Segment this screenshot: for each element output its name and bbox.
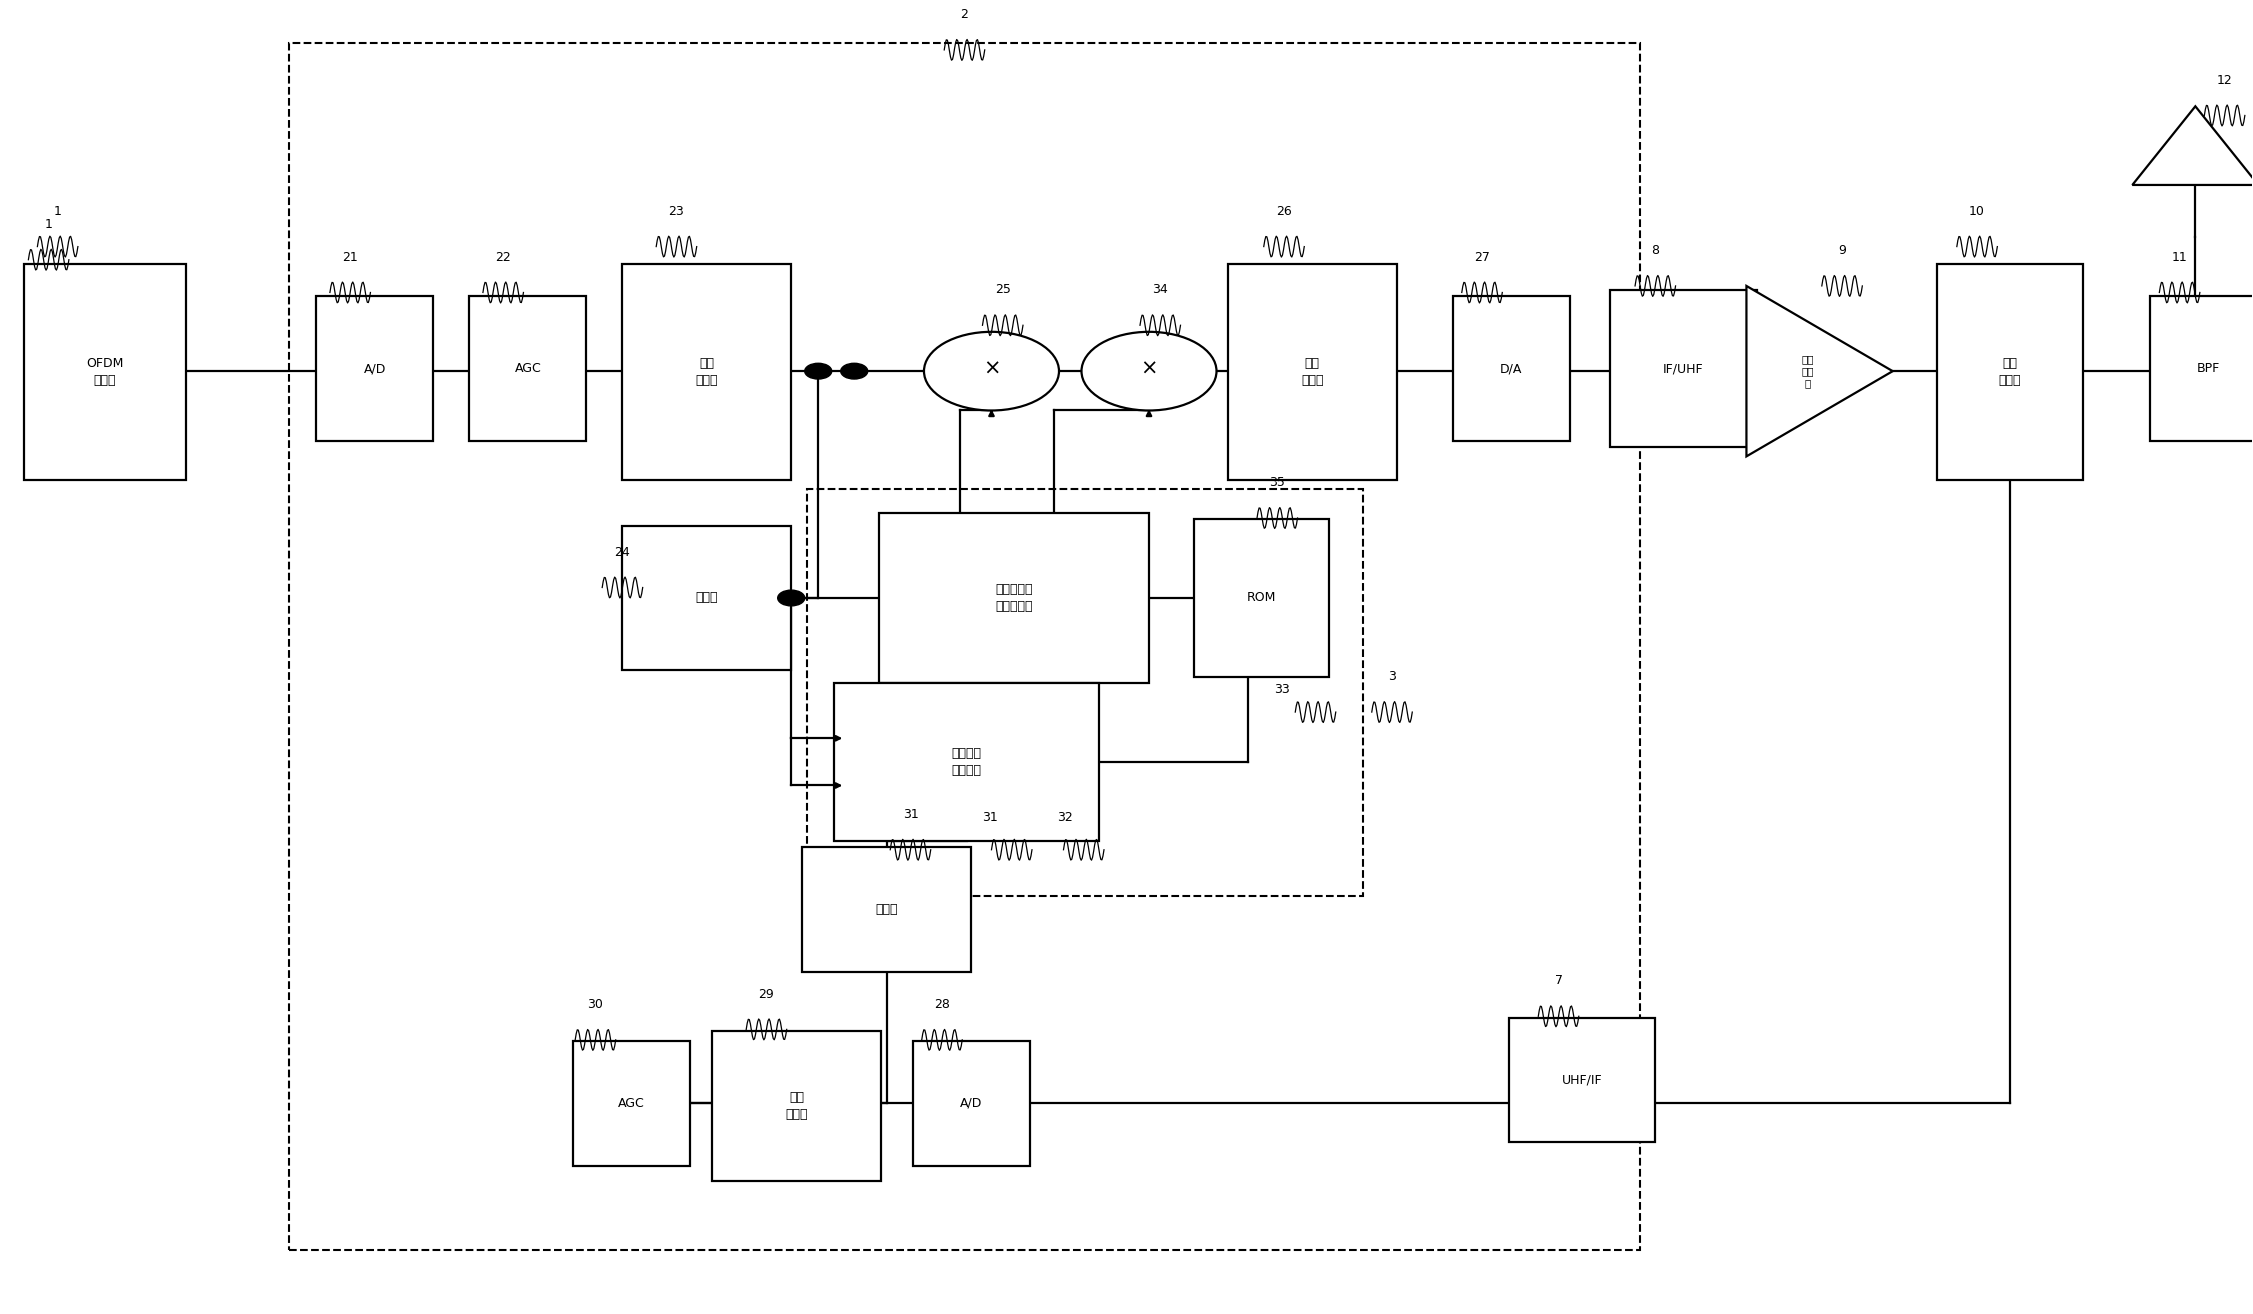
Text: 32: 32 — [1057, 811, 1072, 824]
Text: 正交
调制器: 正交 调制器 — [1300, 357, 1323, 386]
Bar — [469, 297, 586, 440]
Text: 相位器: 相位器 — [876, 903, 899, 916]
Polygon shape — [1746, 286, 1893, 456]
Text: BPF: BPF — [2197, 363, 2221, 374]
Text: 7: 7 — [1555, 975, 1564, 987]
Bar — [1194, 519, 1329, 677]
Text: 9: 9 — [1838, 244, 1845, 258]
Text: 延迟器: 延迟器 — [696, 591, 719, 604]
Text: 定向
耦合器: 定向 耦合器 — [1998, 357, 2021, 386]
Text: A/D: A/D — [960, 1097, 982, 1110]
Text: 23: 23 — [669, 205, 685, 218]
Circle shape — [1081, 332, 1217, 410]
Bar — [802, 848, 971, 971]
Bar — [912, 1041, 1030, 1166]
Text: 25: 25 — [996, 284, 1012, 297]
Text: ROM: ROM — [1246, 591, 1275, 604]
Circle shape — [804, 363, 831, 378]
Text: 正交
解调器: 正交 解调器 — [786, 1091, 809, 1121]
Bar — [25, 264, 187, 480]
Bar — [315, 297, 433, 440]
Bar — [1228, 264, 1397, 480]
Text: 35: 35 — [1268, 476, 1284, 489]
Text: 24: 24 — [615, 545, 631, 558]
Bar — [622, 526, 791, 670]
Bar — [622, 264, 791, 480]
Bar — [572, 1041, 689, 1166]
Circle shape — [777, 590, 804, 606]
Text: AGC: AGC — [617, 1097, 644, 1110]
Text: 34: 34 — [1151, 284, 1167, 297]
Text: 8: 8 — [1651, 244, 1658, 258]
Text: AGC: AGC — [514, 363, 541, 374]
Text: 2: 2 — [960, 8, 969, 21]
Text: 3: 3 — [1388, 670, 1397, 683]
Text: 1: 1 — [54, 205, 61, 218]
Text: 11: 11 — [2172, 251, 2188, 264]
Bar — [879, 512, 1149, 683]
Bar — [1453, 297, 1570, 440]
Text: 26: 26 — [1275, 205, 1291, 218]
Text: UHF/IF: UHF/IF — [1561, 1074, 1602, 1087]
Text: ×: × — [1140, 359, 1158, 378]
Text: 正交
解调器: 正交 解调器 — [696, 357, 719, 386]
Text: 30: 30 — [588, 999, 604, 1010]
Text: IF/UHF: IF/UHF — [1663, 363, 1703, 374]
Bar — [834, 683, 1099, 841]
Bar — [288, 43, 1640, 1250]
Bar — [1611, 290, 1757, 447]
Bar — [712, 1030, 881, 1181]
Text: ×: × — [982, 359, 1000, 378]
Bar — [1510, 1017, 1656, 1142]
Text: 10: 10 — [1969, 205, 1985, 218]
Text: 33: 33 — [1273, 683, 1289, 696]
Text: D/A: D/A — [1500, 363, 1523, 374]
Bar — [2149, 297, 2253, 440]
Polygon shape — [2131, 106, 2253, 185]
Circle shape — [840, 363, 867, 378]
Text: 功率
放大
器: 功率 放大 器 — [1802, 353, 1814, 389]
Text: 29: 29 — [759, 988, 775, 1000]
Bar — [807, 489, 1363, 896]
Bar — [1938, 264, 2082, 480]
Text: 失真系数
检测电路: 失真系数 检测电路 — [951, 746, 982, 777]
Text: 27: 27 — [1473, 251, 1489, 264]
Text: 31: 31 — [982, 811, 998, 824]
Text: 31: 31 — [903, 808, 919, 821]
Text: 1: 1 — [45, 218, 52, 231]
Circle shape — [924, 332, 1059, 410]
Text: 12: 12 — [2217, 74, 2233, 87]
Text: 22: 22 — [496, 251, 511, 264]
Text: 28: 28 — [935, 999, 951, 1010]
Text: 21: 21 — [342, 251, 358, 264]
Text: OFDM
调制器: OFDM 调制器 — [86, 357, 124, 386]
Text: A/D: A/D — [363, 363, 385, 374]
Text: 失真补偿信
号生成电路: 失真补偿信 号生成电路 — [996, 583, 1032, 614]
